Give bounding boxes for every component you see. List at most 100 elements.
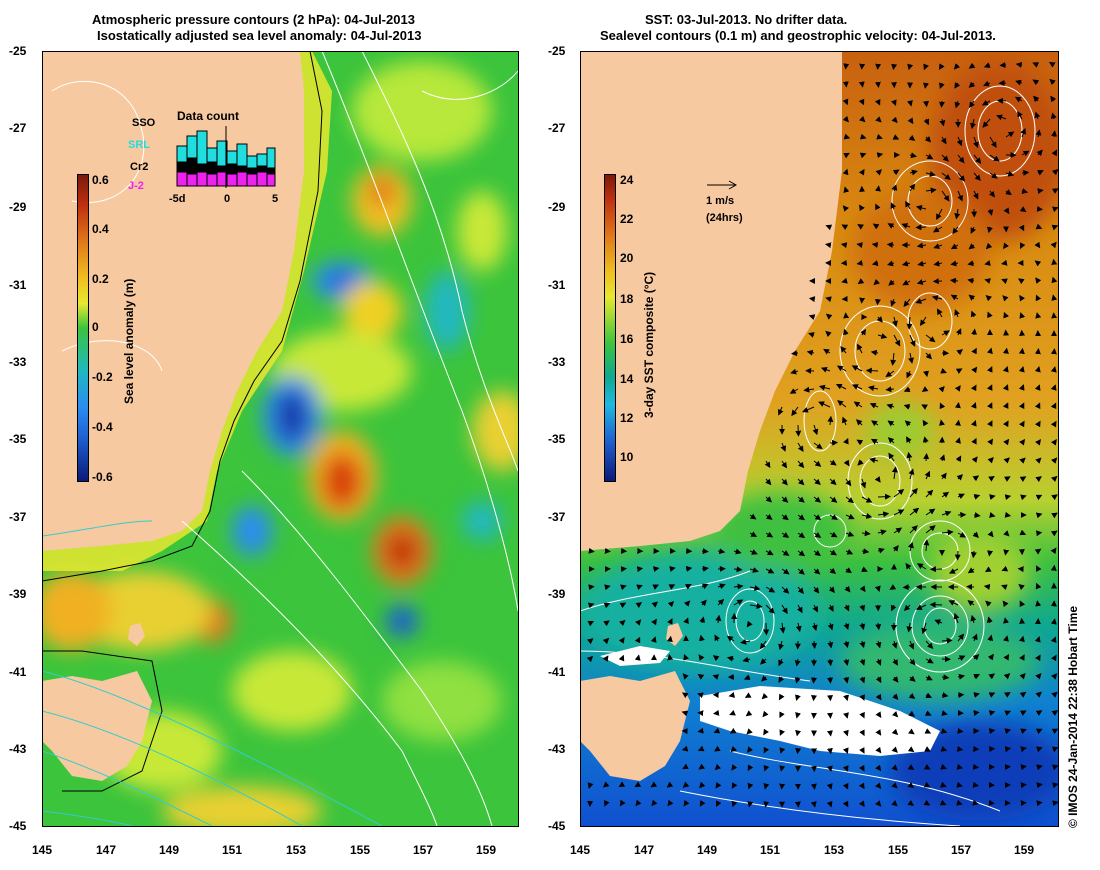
velocity-arrow [876, 316, 883, 323]
velocity-arrow [744, 692, 752, 698]
data-count-histogram [176, 126, 276, 188]
velocity-arrow [845, 531, 855, 537]
velocity-arrow [909, 152, 917, 159]
velocity-arrow [973, 172, 981, 182]
left-xtick-1: 147 [96, 843, 117, 857]
velocity-arrow [861, 513, 873, 519]
velocity-arrow [797, 532, 806, 539]
velocity-arrow [925, 489, 934, 498]
velocity-arrow [893, 527, 903, 534]
velocity-arrow [829, 496, 838, 503]
velocity-arrow [989, 172, 998, 179]
velocity-arrow [760, 658, 767, 665]
velocity-arrow [827, 712, 833, 719]
velocity-arrow [653, 566, 660, 573]
velocity-arrow [859, 640, 866, 649]
velocity-arrow [1050, 438, 1057, 446]
right-cb-tick-5: 14 [620, 372, 634, 386]
velocity-arrow [1035, 494, 1043, 501]
velocity-arrow [888, 452, 895, 462]
velocity-arrow [842, 98, 849, 106]
velocity-arrow [1032, 79, 1040, 86]
velocity-arrow [842, 765, 849, 772]
velocity-arrow [885, 370, 895, 378]
velocity-arrow [893, 334, 901, 347]
velocity-arrow [588, 584, 595, 591]
velocity-arrow [746, 620, 753, 628]
velocity-arrow [922, 419, 929, 427]
velocity-arrow [970, 419, 977, 427]
velocity-arrow [731, 764, 738, 771]
velocity-arrow [940, 136, 947, 145]
velocity-arrow [859, 747, 865, 754]
velocity-arrow [651, 618, 657, 626]
velocity-arrow [890, 202, 897, 210]
velocity-arrow [843, 604, 850, 612]
velocity-arrow [829, 531, 838, 538]
velocity-arrow [1051, 130, 1058, 138]
velocity-arrow [683, 799, 690, 807]
velocity-arrow [986, 384, 993, 392]
velocity-arrow [1034, 548, 1042, 555]
velocity-arrow [797, 586, 805, 594]
velocity-arrow [825, 296, 832, 303]
velocity-arrow [763, 746, 770, 754]
velocity-arrow [987, 456, 994, 464]
velocity-arrow [701, 565, 709, 572]
velocity-arrow [715, 781, 722, 789]
velocity-arrow [1035, 728, 1043, 735]
velocity-arrow [843, 186, 850, 194]
right-title-line2: Sealevel contours (0.1 m) and geostrophi… [600, 28, 996, 43]
velocity-arrow [759, 640, 767, 650]
velocity-arrow [869, 457, 879, 464]
right-map-plot [580, 51, 1058, 826]
velocity-arrow [1004, 511, 1012, 518]
velocity-arrow [588, 547, 595, 554]
velocity-arrow [1021, 169, 1030, 176]
velocity-arrow [1034, 402, 1041, 410]
velocity-arrow [618, 654, 625, 662]
velocity-arrow [925, 674, 933, 681]
velocity-arrow [1003, 549, 1010, 556]
velocity-arrow [957, 655, 966, 661]
velocity-arrow [986, 402, 993, 409]
velocity-arrow [701, 548, 709, 555]
velocity-arrow [861, 530, 871, 537]
velocity-arrow [618, 637, 625, 644]
velocity-arrow [713, 709, 720, 716]
velocity-arrow [781, 604, 788, 615]
velocity-arrow [634, 781, 642, 788]
velocity-arrow [985, 295, 993, 302]
right-xtick-7: 159 [1014, 843, 1035, 857]
velocity-arrow [1050, 636, 1057, 644]
velocity-arrow [892, 676, 899, 683]
velocity-arrow [651, 601, 659, 608]
velocity-arrow [956, 745, 964, 752]
velocity-arrow [857, 224, 864, 230]
velocity-arrow [887, 437, 895, 444]
velocity-arrow [984, 260, 991, 266]
velocity-arrow [1050, 618, 1057, 625]
velocity-arrow [956, 136, 963, 147]
velocity-arrow [923, 799, 931, 806]
velocity-arrow [829, 549, 837, 556]
velocity-arrow [957, 633, 965, 642]
velocity-arrow [902, 279, 911, 286]
velocity-arrow [843, 437, 849, 445]
left-ytick-0: -25 [9, 44, 27, 58]
velocity-arrow [1049, 78, 1056, 86]
velocity-arrow [835, 383, 847, 390]
velocity-arrow [952, 226, 959, 235]
right-ytick-4: -33 [548, 355, 566, 369]
velocity-arrow [1051, 188, 1058, 194]
velocity-arrow [875, 185, 881, 192]
velocity-arrow [905, 562, 912, 570]
velocity-arrow [826, 730, 833, 737]
velocity-arrow [950, 243, 959, 250]
velocity-arrow [858, 168, 865, 176]
velocity-arrow [781, 514, 789, 521]
velocity-arrow [876, 133, 883, 140]
velocity-arrow [651, 799, 658, 807]
velocity-arrow [907, 100, 913, 107]
velocity-arrow [892, 693, 899, 700]
